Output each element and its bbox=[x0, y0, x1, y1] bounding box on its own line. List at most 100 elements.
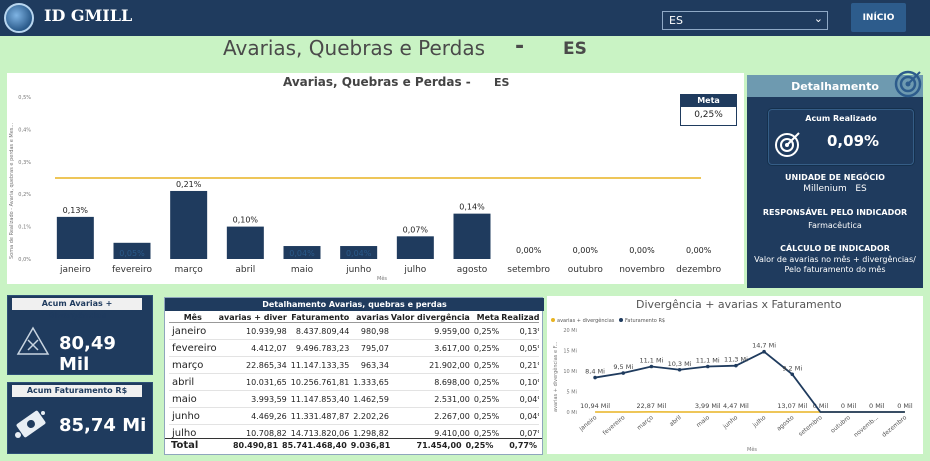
bar-data-label: 0,00% bbox=[629, 246, 655, 255]
data-label: 4,47 Mil bbox=[723, 402, 749, 410]
table-cell: 2.267,00 bbox=[390, 407, 472, 425]
table-column-header[interactable]: Faturamento bbox=[288, 311, 352, 323]
table-cell: 8.437.809,44 bbox=[288, 322, 352, 340]
table-column-header[interactable]: Realizado bbox=[501, 311, 539, 323]
table-row: fevereiro 4.412,07 9.496.783,23 795,07 3.617… bbox=[169, 339, 539, 357]
x-tick-label: novemb... bbox=[852, 414, 880, 439]
data-label: 9,5 Mi bbox=[613, 363, 633, 371]
x-tick-label: fevereiro bbox=[602, 414, 627, 437]
table-cell: 0,25% bbox=[471, 322, 502, 340]
kpi-faturamento-card: Acum Faturamento R$ 85,74 Mi bbox=[7, 382, 153, 454]
acum-realizado-box: Acum Realizado 0,09% bbox=[768, 109, 914, 165]
table-row: julho 10.708,82 14.713.820,06 1.298,82 9.410… bbox=[169, 424, 539, 440]
y-tick-label: 0,2% bbox=[18, 192, 31, 198]
table-cell: 0,04% bbox=[501, 390, 539, 408]
data-label: 14,7 Mi bbox=[752, 342, 776, 350]
y-tick-label: 0,4% bbox=[18, 127, 31, 133]
y-axis-label: Soma de Realizado - Avaria, quebras e pe… bbox=[9, 122, 15, 259]
x-tick-label: fevereiro bbox=[112, 265, 153, 275]
x-tick-label: agosto bbox=[775, 414, 795, 433]
x-tick-label: outubro bbox=[829, 414, 852, 435]
divergence-chart-card: Divergência + avarias x Faturamento avar… bbox=[547, 296, 923, 454]
home-button[interactable]: INÍCIO bbox=[851, 3, 906, 32]
table-column-header[interactable]: Mês bbox=[169, 311, 219, 323]
table-column-header[interactable]: Meta bbox=[471, 311, 502, 323]
bar-data-label: 0,04% bbox=[289, 249, 315, 258]
money-icon bbox=[12, 405, 50, 447]
kpi-avarias-card: Acum Avarias + Divergências 80,49 Mil bbox=[7, 295, 153, 375]
bar-data-label: 0,00% bbox=[573, 246, 599, 255]
table-column-header[interactable]: Valor divergência bbox=[390, 311, 472, 323]
data-label: 10,94 Mil bbox=[580, 402, 610, 410]
table-total-row: Total 80.490,81 85.741.468,40 9.036,81 71.45… bbox=[165, 438, 542, 454]
table-cell: 0,25% bbox=[471, 424, 502, 440]
x-tick-label: janeiro bbox=[577, 414, 598, 433]
x-tick-label: julho bbox=[403, 265, 426, 275]
data-table: Mês avarias + diver Faturamento avarias Valo… bbox=[169, 311, 539, 440]
kpi-faturamento-label: Acum Faturamento R$ bbox=[12, 385, 142, 397]
region-select[interactable]: ES ⌄ bbox=[662, 11, 828, 30]
table-cell: 14.713.820,06 bbox=[288, 424, 352, 440]
series-point bbox=[677, 367, 682, 372]
table-cell: 2.202,26 bbox=[351, 407, 391, 425]
bar-data-label: 0,10% bbox=[233, 216, 259, 225]
series-point bbox=[762, 349, 766, 354]
warning-triangle-icon bbox=[16, 326, 50, 360]
table-cell: 4.469,26 bbox=[218, 407, 289, 425]
x-tick-label: setembro bbox=[797, 414, 824, 438]
table-column-header[interactable]: avarias bbox=[351, 311, 391, 323]
table-scroll-area[interactable]: Mês avarias + diver Faturamento avarias Valo… bbox=[169, 311, 539, 440]
region-select-value: ES bbox=[669, 14, 683, 27]
kpi-avarias-value: 80,49 Mil bbox=[59, 333, 116, 375]
detail-title: Detalhamento bbox=[747, 75, 923, 97]
x-tick-label: janeiro bbox=[59, 265, 91, 275]
table-cell: junho bbox=[169, 407, 219, 425]
meta-value: 0,25% bbox=[694, 110, 723, 120]
table-cell: 10.256.761,81 bbox=[288, 373, 352, 391]
table-cell: 0,25% bbox=[471, 390, 502, 408]
data-label: 8,4 Mi bbox=[585, 368, 605, 376]
table-cell: 11.147.133,35 bbox=[288, 356, 352, 374]
responsavel-value: Farmacêutica bbox=[808, 221, 862, 230]
table-total-cell: 80.490,81 bbox=[232, 441, 279, 450]
series-line bbox=[594, 350, 905, 413]
calculo-value: Valor de avarias no mês + divergências/ … bbox=[754, 255, 916, 274]
x-tick-label: abril bbox=[235, 265, 255, 275]
data-label: 0 Mil bbox=[813, 402, 829, 410]
bar bbox=[340, 246, 378, 259]
table-total-cell: 85.741.468,40 bbox=[282, 441, 347, 450]
data-label: 9,2 Mi bbox=[782, 364, 802, 372]
series-point bbox=[649, 364, 654, 369]
y-tick-label: 0,3% bbox=[18, 160, 31, 166]
x-tick-label: agosto bbox=[457, 265, 488, 275]
table-cell: 1.333,65 bbox=[351, 373, 391, 391]
table-cell: fevereiro bbox=[169, 339, 219, 357]
bar-chart: 0,0% 0,1% 0,2% 0,3% 0,4% 0,5% Soma de Realizad… bbox=[9, 95, 722, 282]
main-chart-title: Avarias, Quebras e Perdas - bbox=[283, 75, 471, 89]
table-cell: 0,25% bbox=[471, 373, 502, 391]
divergence-chart-title: Divergência + avarias x Faturamento bbox=[636, 298, 842, 311]
y-axis-label: avarias + divergências e F... bbox=[552, 341, 559, 412]
table-cell: 980,98 bbox=[351, 322, 391, 340]
data-label: 0 Mil bbox=[897, 402, 913, 410]
table-cell: janeiro bbox=[169, 322, 219, 340]
series-point bbox=[790, 372, 795, 377]
table-column-header[interactable]: avarias + diver bbox=[218, 311, 289, 323]
legend-label: Faturamento R$ bbox=[625, 318, 665, 324]
detail-table-card: Detalhamento Avarias, quebras e perdas M… bbox=[164, 297, 544, 455]
bar bbox=[453, 213, 491, 259]
table-total-cell: 0,25% bbox=[465, 441, 494, 450]
data-label: 11,1 Mi bbox=[696, 356, 720, 364]
table-header-row: Mês avarias + diver Faturamento avarias Valo… bbox=[169, 311, 539, 323]
x-axis-label: Mês bbox=[377, 275, 387, 282]
table-cell: 10.031,65 bbox=[218, 373, 289, 391]
table-cell: 1.298,82 bbox=[351, 424, 391, 440]
responsavel-label: RESPONSÁVEL PELO INDICADOR bbox=[762, 208, 908, 217]
table-cell: 3.617,00 bbox=[390, 339, 472, 357]
meta-label: Meta bbox=[681, 95, 736, 107]
bar-data-label: 0,07% bbox=[403, 225, 429, 234]
table-row: março 22.865,34 11.147.133,35 963,34 21.902,… bbox=[169, 356, 539, 374]
table-cell: 22.865,34 bbox=[218, 356, 289, 374]
calculo-label: CÁLCULO DE INDICADOR bbox=[780, 244, 890, 253]
table-cell: julho bbox=[169, 424, 219, 440]
